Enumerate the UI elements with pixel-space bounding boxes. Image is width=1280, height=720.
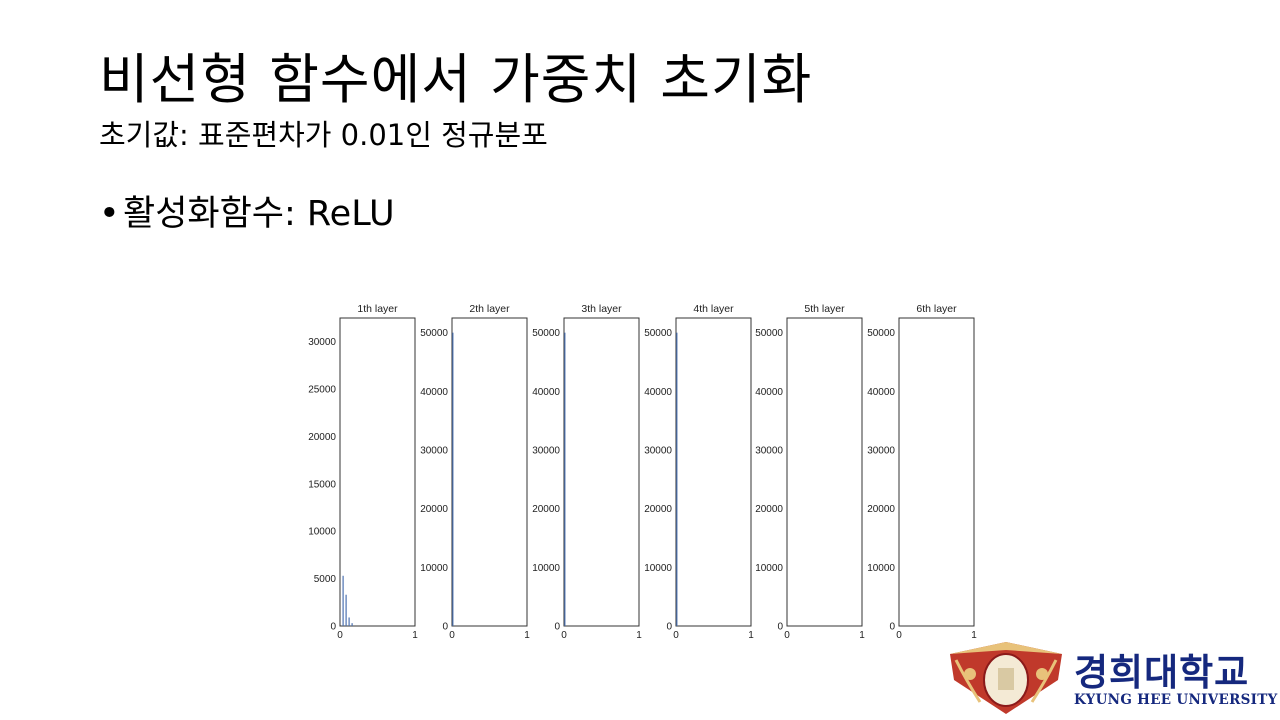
panel-6-ytick-label: 30000 [867, 446, 895, 457]
panel-4-xtick-label: 0 [673, 630, 679, 641]
panel-1-xtick-label: 0 [337, 630, 343, 641]
panel-5-frame [786, 317, 863, 627]
panel-2-xtick-label: 1 [524, 630, 530, 641]
panel-5-ytick-label: 50000 [755, 328, 783, 339]
panel-2-ytick-label: 0 [442, 622, 448, 633]
panel-4-ytick-label: 40000 [644, 387, 672, 398]
panel-1-histogram-bar [342, 575, 344, 626]
panel-2-ytick-label: 40000 [420, 387, 448, 398]
panel-4-ytick-label: 0 [666, 622, 672, 633]
slide-subtitle: 초기값: 표준편차가 0.01인 정규분포 [99, 118, 548, 152]
panel-1-ytick-label: 5000 [314, 574, 337, 585]
logo-english-name: KYUNG HEE UNIVERSITY [1074, 692, 1278, 708]
panel-5-ytick-label: 10000 [755, 563, 783, 574]
panel-4-frame [675, 317, 752, 627]
panel-2-frame [451, 317, 528, 627]
panel-2-ytick-label: 10000 [420, 563, 448, 574]
panel-3-title: 3th layer [581, 303, 622, 315]
panel-5-title: 5th layer [804, 303, 845, 315]
panel-2-xtick-label: 0 [449, 630, 455, 641]
panel-3-frame [563, 317, 640, 627]
panel-2-histogram-bar [452, 332, 454, 626]
panel-5-ytick-label: 0 [777, 622, 783, 633]
panel-5-xtick-label: 0 [784, 630, 790, 641]
panel-1-ytick-label: 25000 [308, 385, 336, 396]
panel-2-ytick-label: 20000 [420, 504, 448, 515]
panel-3-ytick-label: 30000 [532, 446, 560, 457]
bullet-icon: • [99, 194, 120, 234]
panel-1-ytick-label: 30000 [308, 337, 336, 348]
panel-1-frame [339, 317, 416, 627]
panel-2-title: 2th layer [469, 303, 510, 315]
panel-6-ytick-label: 50000 [867, 328, 895, 339]
university-emblem-icon [950, 642, 1062, 714]
university-logo: 경희대학교 KYUNG HEE UNIVERSITY [946, 640, 1278, 716]
panel-4-ytick-label: 50000 [644, 328, 672, 339]
panel-6-ytick-label: 10000 [867, 563, 895, 574]
histogram-chart: 1th layer0500010000150002000025000300000… [308, 303, 977, 641]
panel-6-frame [898, 317, 975, 627]
panel-4-ytick-label: 30000 [644, 446, 672, 457]
panel-6-ytick-label: 40000 [867, 387, 895, 398]
panel-6-ytick-label: 20000 [867, 504, 895, 515]
histogram-figure: 1th layer 0 5000 10000 15000 20000 25000 30000 0… [290, 296, 990, 644]
panel-4-histogram-bar [676, 332, 678, 626]
panel-1-title: 1th layer [357, 303, 398, 315]
panel-2-ytick-label: 30000 [420, 446, 448, 457]
panel-5-ytick-label: 40000 [755, 387, 783, 398]
panel-5-ytick-label: 30000 [755, 446, 783, 457]
panel-2-ytick-label: 50000 [420, 328, 448, 339]
panel-3-ytick-label: 40000 [532, 387, 560, 398]
panel-1-histogram-bar [351, 623, 353, 626]
panel-4-xtick-label: 1 [748, 630, 754, 641]
panel-1-histogram-bar [348, 617, 350, 626]
panel-3-histogram-bar [564, 332, 566, 626]
slide-title: 비선형 함수에서 가중치 초기화 [99, 48, 813, 111]
panel-1-xtick-label: 1 [412, 630, 418, 641]
panel-5-ytick-label: 20000 [755, 504, 783, 515]
panel-1-ytick-label: 10000 [308, 527, 336, 538]
bullet-text: 활성화함수: ReLU [123, 194, 395, 234]
panel-3-ytick-label: 0 [554, 622, 560, 633]
panel-6-xtick-label: 0 [896, 630, 902, 641]
bullet-item: •활성화함수: ReLU [99, 193, 395, 235]
panel-4-title: 4th layer [693, 303, 734, 315]
panel-6-ytick-label: 0 [889, 622, 895, 633]
panel-3-ytick-label: 50000 [532, 328, 560, 339]
panel-4-ytick-label: 10000 [644, 563, 672, 574]
panel-3-ytick-label: 20000 [532, 504, 560, 515]
panel-6-xtick-label: 1 [971, 630, 977, 641]
panel-3-xtick-label: 1 [636, 630, 642, 641]
panel-6-title: 6th layer [916, 303, 957, 315]
panel-4-ytick-label: 20000 [644, 504, 672, 515]
panel-1-histogram-bar [345, 594, 347, 626]
panel-3-xtick-label: 0 [561, 630, 567, 641]
panel-5-xtick-label: 1 [859, 630, 865, 641]
panel-3-ytick-label: 10000 [532, 563, 560, 574]
panel-1-ytick-label: 0 [330, 622, 336, 633]
logo-korean-name: 경희대학교 [1074, 651, 1250, 694]
panel-1-ytick-label: 15000 [308, 479, 336, 490]
panel-1-ytick-label: 20000 [308, 432, 336, 443]
